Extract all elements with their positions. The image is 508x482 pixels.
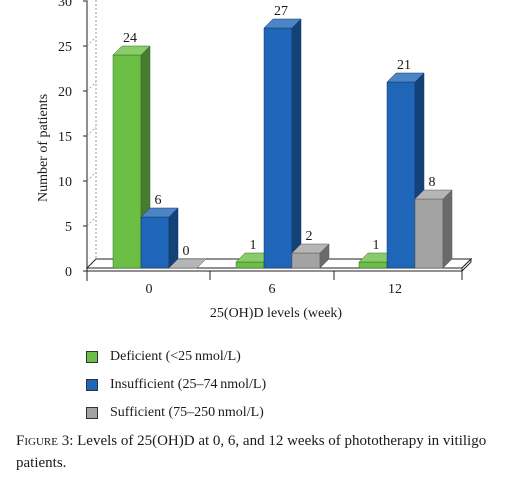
- bar-front: [263, 27, 293, 269]
- floor-side: [461, 257, 472, 273]
- bar-side: [168, 207, 179, 269]
- data-label-sufficient-week-12: 8: [429, 175, 436, 190]
- bar-front: [112, 54, 142, 269]
- x-axis-label: 25(OH)D levels (week): [210, 306, 343, 321]
- bar-side: [291, 18, 302, 269]
- data-label-deficient-week-6: 1: [250, 238, 257, 253]
- legend-item-sufficient: Sufficient (75–250 nmol/L): [86, 399, 266, 427]
- y-tick-depth: [86, 126, 97, 137]
- bar-front: [358, 261, 388, 269]
- y-tick-depth: [86, 0, 89, 2]
- y-tick-label: 5: [65, 220, 72, 235]
- data-label-sufficient-week-0: 0: [183, 244, 190, 259]
- bar-front: [386, 81, 416, 269]
- bar-front: [235, 261, 265, 269]
- bars: [112, 18, 453, 269]
- figure-caption: Figure 3: Levels of 25(OH)D at 0, 6, and…: [16, 430, 501, 474]
- bar-front: [291, 252, 321, 269]
- y-tick-depth: [86, 171, 97, 182]
- bar-top: [168, 258, 207, 269]
- bar-top: [263, 18, 302, 29]
- x-tick-label: 6: [269, 282, 276, 297]
- data-label-sufficient-week-6: 2: [306, 229, 313, 244]
- legend-swatch-sufficient: [86, 407, 98, 419]
- data-label-deficient-week-12: 1: [373, 238, 380, 253]
- y-axis: 0 5 10 15 20 25 30: [58, 0, 97, 281]
- legend-item-insufficient: Insufficient (25–74 nmol/L): [86, 371, 266, 399]
- bar-top: [140, 207, 179, 218]
- floor-front: [86, 267, 463, 272]
- bar-front: [414, 198, 444, 269]
- y-axis-label: Number of patients: [36, 94, 51, 202]
- bar-top: [414, 189, 453, 200]
- bar-sufficient-week-0: [168, 258, 207, 269]
- x-axis: 0 6 12: [86, 271, 463, 297]
- legend-label-insufficient: Insufficient (25–74 nmol/L): [110, 377, 267, 392]
- legend-swatch-insufficient: [86, 379, 98, 391]
- data-label-insufficient-week-6: 27: [274, 4, 288, 19]
- bar-front: [140, 216, 170, 269]
- data-label-insufficient-week-0: 6: [155, 193, 162, 208]
- y-tick-label: 20: [58, 85, 72, 100]
- legend-label-deficient: Deficient (<25 nmol/L): [110, 349, 241, 364]
- bar-insufficient-week-6: [263, 18, 302, 269]
- data-label-insufficient-week-12: 21: [397, 58, 411, 73]
- bar-top: [386, 72, 425, 83]
- bar-side: [442, 189, 453, 269]
- x-tick-label: 0: [146, 282, 153, 297]
- bar-insufficient-week-0: [140, 207, 179, 269]
- y-tick-label: 0: [65, 265, 72, 280]
- x-tick-label: 12: [388, 282, 402, 297]
- y-tick-depth: [86, 36, 97, 47]
- y-tick-depth: [86, 81, 97, 92]
- y-tick-label: 30: [58, 0, 72, 10]
- bar-sufficient-week-6: [291, 243, 330, 269]
- data-label-deficient-week-0: 24: [123, 31, 137, 46]
- legend-swatch-deficient: [86, 351, 98, 363]
- bar-top: [112, 45, 151, 56]
- y-tick-label: 25: [58, 40, 72, 55]
- caption-text: Levels of 25(OH)D at 0, 6, and 12 weeks …: [16, 433, 487, 471]
- y-tick-depth: [86, 216, 97, 227]
- bar-top: [291, 243, 330, 254]
- y-tick-label: 15: [58, 130, 72, 145]
- bar-sufficient-week-12: [414, 189, 453, 269]
- legend-label-sufficient: Sufficient (75–250 nmol/L): [110, 405, 264, 420]
- legend-item-deficient: Deficient (<25 nmol/L): [86, 343, 266, 371]
- y-tick-label: 10: [58, 175, 72, 190]
- figure-label: Figure 3:: [16, 433, 74, 449]
- legend: Deficient (<25 nmol/L) Insufficient (25–…: [86, 343, 266, 427]
